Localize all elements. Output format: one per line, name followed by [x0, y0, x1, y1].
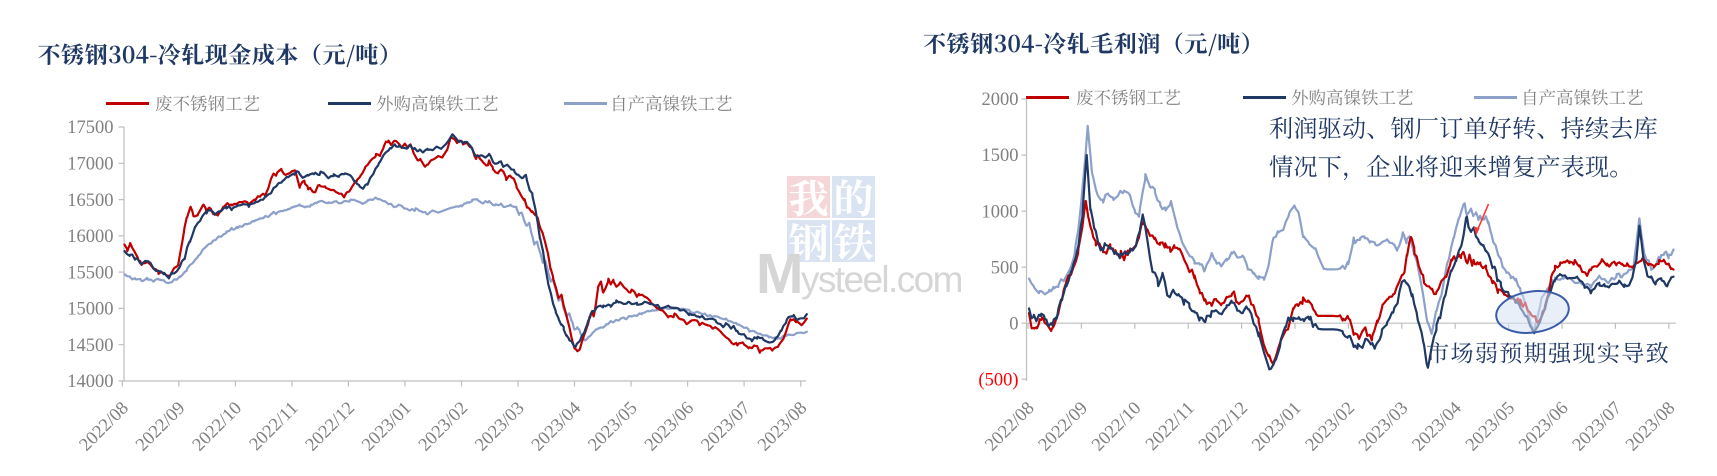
svg-text:14500: 14500 — [67, 336, 113, 356]
svg-text:(500): (500) — [978, 370, 1018, 390]
svg-text:ysteel.com: ysteel.com — [801, 259, 962, 300]
svg-text:1500: 1500 — [982, 146, 1019, 166]
svg-text:16000: 16000 — [67, 227, 113, 247]
svg-text:1000: 1000 — [982, 202, 1019, 222]
svg-text:17500: 17500 — [67, 118, 113, 138]
svg-text:15500: 15500 — [67, 263, 113, 283]
svg-text:15000: 15000 — [67, 300, 113, 320]
svg-text:17000: 17000 — [67, 155, 113, 175]
svg-text:500: 500 — [991, 258, 1019, 278]
svg-text:M: M — [756, 242, 801, 306]
svg-text:2000: 2000 — [982, 90, 1019, 110]
svg-text:0: 0 — [1009, 314, 1018, 334]
svg-text:16500: 16500 — [67, 191, 113, 211]
svg-text:14000: 14000 — [67, 372, 113, 392]
